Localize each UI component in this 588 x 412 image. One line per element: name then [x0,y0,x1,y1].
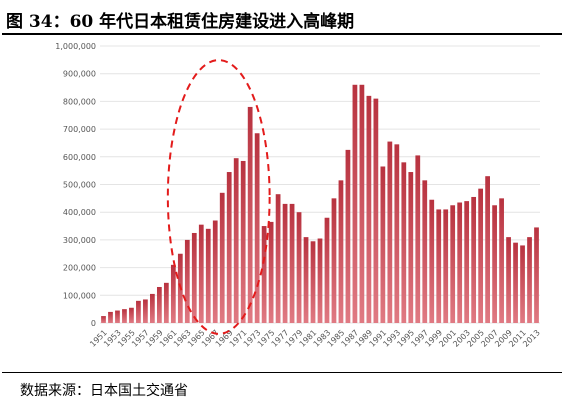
y-tick-label: 300,000 [63,236,96,245]
bar-1992 [387,141,393,323]
bar-1990 [373,98,379,323]
y-tick-label: 500,000 [63,181,96,190]
bar-1976 [275,194,281,323]
bar-2003 [464,201,470,323]
y-tick-label: 100,000 [63,291,96,300]
bar-1959 [156,286,162,323]
bar-1983 [324,217,330,323]
bar-1975 [268,221,274,323]
bar-1999 [436,209,442,323]
bar-1961 [170,264,176,323]
bar-1991 [380,166,386,323]
bar-2013 [534,227,539,323]
bar-2002 [457,202,463,323]
bar-1964 [191,232,197,323]
bar-1982 [317,238,323,323]
y-tick-label: 200,000 [63,264,96,273]
bar-1981 [310,241,316,323]
annotation-layer [166,59,271,335]
bar-1995 [408,172,414,323]
bar-1974 [261,226,267,323]
y-tick-label: 800,000 [63,97,96,106]
bar-1957 [143,299,148,323]
title-rule [2,33,562,35]
bar-2009 [506,237,511,323]
bar-1980 [303,237,309,323]
bar-1969 [226,172,232,323]
y-tick-label: 700,000 [63,125,96,134]
bar-1955 [129,307,134,323]
bar-1997 [422,180,428,323]
bar-1987 [352,84,358,323]
bar-1994 [401,162,407,323]
y-tick-label: 900,000 [63,70,96,79]
bar-1963 [184,239,190,323]
bar-2000 [443,209,449,323]
bar-1977 [282,203,288,323]
y-tick-label: 0 [91,319,96,328]
figure-title: 图 34：60 年代日本租赁住房建设进入高峰期 [6,12,355,32]
bar-1979 [296,212,302,323]
bar-2005 [478,188,484,323]
y-tick-label: 400,000 [63,208,96,217]
bars [101,84,539,323]
bar-1972 [247,106,253,323]
bar-2001 [450,205,456,323]
bar-1984 [331,198,337,323]
bar-2004 [471,196,477,323]
bar-1996 [415,155,421,323]
bar-1973 [254,133,260,323]
bar-1952 [108,311,113,323]
bar-1970 [233,158,239,323]
housing-starts-bar-chart: 1,000,000 900,000 800,000 700,000 600,000 500… [55,42,542,349]
y-tick-label: 1,000,000 [55,42,96,51]
bar-1965 [198,224,204,323]
bar-1958 [150,293,155,323]
bar-1960 [163,282,169,323]
bar-2008 [499,198,504,323]
bar-1956 [136,300,141,323]
bar-1951 [101,316,106,323]
bar-1986 [345,149,351,323]
bar-2010 [513,242,518,323]
peak-highlight-ellipse [166,59,271,335]
source-rule [2,372,562,373]
bar-2012 [527,237,532,323]
bar-1967 [212,220,218,323]
bar-1971 [240,160,246,323]
bar-1989 [366,95,372,323]
source-note: 数据来源：日本国土交通省 [20,383,188,399]
y-axis-ticks: 1,000,000 900,000 800,000 700,000 600,000 500… [55,42,96,328]
bar-2006 [485,176,490,323]
bar-1993 [394,144,400,323]
bar-1968 [219,192,225,323]
bar-1998 [429,199,435,323]
x-axis-ticks: 1951195319551957195919611963196519671969… [88,328,542,349]
bar-1978 [289,203,295,323]
y-tick-label: 600,000 [63,153,96,162]
bar-2007 [492,205,497,323]
bar-1953 [115,310,120,323]
bar-1988 [359,84,365,323]
bar-1954 [122,309,127,323]
bar-1966 [205,228,211,323]
bar-2011 [520,245,525,323]
bar-1985 [338,180,344,323]
